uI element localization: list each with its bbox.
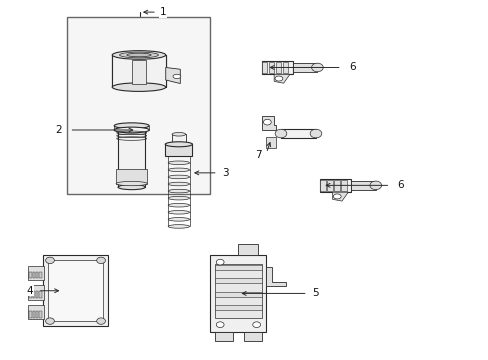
Text: 6: 6 xyxy=(397,180,404,190)
Bar xyxy=(165,144,192,156)
Ellipse shape xyxy=(369,181,381,190)
Ellipse shape xyxy=(168,182,189,186)
Ellipse shape xyxy=(309,129,321,138)
Bar xyxy=(32,311,35,318)
Bar xyxy=(28,266,43,280)
Text: 4: 4 xyxy=(26,286,33,296)
Ellipse shape xyxy=(168,168,189,172)
Text: 7: 7 xyxy=(254,150,261,160)
Bar xyxy=(261,61,292,74)
Bar xyxy=(47,260,103,321)
Bar xyxy=(36,292,38,298)
Bar xyxy=(28,285,43,300)
Ellipse shape xyxy=(45,257,54,264)
Ellipse shape xyxy=(168,211,189,214)
Bar xyxy=(114,126,149,130)
Ellipse shape xyxy=(168,203,189,207)
Ellipse shape xyxy=(126,53,151,57)
Bar xyxy=(36,311,38,318)
Bar xyxy=(275,62,281,73)
Polygon shape xyxy=(261,116,276,130)
Text: 5: 5 xyxy=(312,288,319,298)
Bar xyxy=(351,181,375,190)
Ellipse shape xyxy=(216,259,224,265)
Ellipse shape xyxy=(168,189,189,193)
Bar xyxy=(326,180,332,191)
Polygon shape xyxy=(244,332,261,341)
Ellipse shape xyxy=(168,175,189,179)
Bar xyxy=(29,311,31,318)
Bar xyxy=(215,292,261,297)
Bar xyxy=(29,272,31,278)
Bar xyxy=(340,180,346,191)
Bar xyxy=(39,311,41,318)
Ellipse shape xyxy=(97,257,105,264)
Bar xyxy=(319,180,325,191)
Bar xyxy=(261,62,267,73)
Bar xyxy=(131,60,146,84)
Bar xyxy=(36,272,38,278)
Polygon shape xyxy=(165,67,180,84)
Bar xyxy=(215,278,261,283)
Text: 3: 3 xyxy=(222,168,229,178)
Ellipse shape xyxy=(168,225,189,228)
Ellipse shape xyxy=(118,127,145,132)
Ellipse shape xyxy=(116,181,147,186)
Bar xyxy=(281,129,315,138)
Ellipse shape xyxy=(216,322,224,328)
Ellipse shape xyxy=(252,322,260,328)
Bar xyxy=(32,272,35,278)
Ellipse shape xyxy=(333,194,341,199)
Bar xyxy=(39,272,41,278)
Ellipse shape xyxy=(119,52,158,58)
Bar xyxy=(28,305,43,319)
Bar xyxy=(118,130,145,187)
Ellipse shape xyxy=(97,318,105,324)
Ellipse shape xyxy=(274,76,282,81)
Bar xyxy=(112,55,165,87)
Ellipse shape xyxy=(168,161,189,165)
Bar xyxy=(39,292,41,298)
Polygon shape xyxy=(266,137,276,148)
Ellipse shape xyxy=(118,185,145,190)
Bar xyxy=(32,292,35,298)
Bar xyxy=(333,180,339,191)
Ellipse shape xyxy=(168,196,189,200)
Polygon shape xyxy=(238,244,258,255)
Bar xyxy=(292,63,317,72)
Polygon shape xyxy=(266,266,285,286)
Ellipse shape xyxy=(114,123,149,129)
Ellipse shape xyxy=(311,63,323,72)
Ellipse shape xyxy=(45,318,54,324)
Text: 2: 2 xyxy=(56,125,62,135)
Bar xyxy=(116,169,147,184)
Polygon shape xyxy=(332,192,347,201)
Bar xyxy=(29,292,31,298)
Text: 6: 6 xyxy=(348,63,355,72)
Ellipse shape xyxy=(172,132,185,136)
Ellipse shape xyxy=(165,142,192,147)
Bar xyxy=(215,265,261,270)
Ellipse shape xyxy=(168,217,189,221)
Polygon shape xyxy=(215,332,232,341)
Text: 1: 1 xyxy=(159,7,166,17)
Ellipse shape xyxy=(275,129,286,138)
Ellipse shape xyxy=(112,51,165,59)
Bar xyxy=(42,255,108,327)
Bar xyxy=(319,179,351,192)
Ellipse shape xyxy=(173,74,181,78)
Bar xyxy=(282,62,288,73)
Bar xyxy=(215,305,261,310)
Bar xyxy=(268,62,274,73)
Bar xyxy=(215,264,261,318)
Bar xyxy=(210,255,266,332)
Bar xyxy=(67,18,210,194)
Bar xyxy=(172,134,185,144)
Polygon shape xyxy=(274,74,289,83)
Ellipse shape xyxy=(114,127,149,133)
Ellipse shape xyxy=(263,119,271,125)
Ellipse shape xyxy=(112,83,165,91)
